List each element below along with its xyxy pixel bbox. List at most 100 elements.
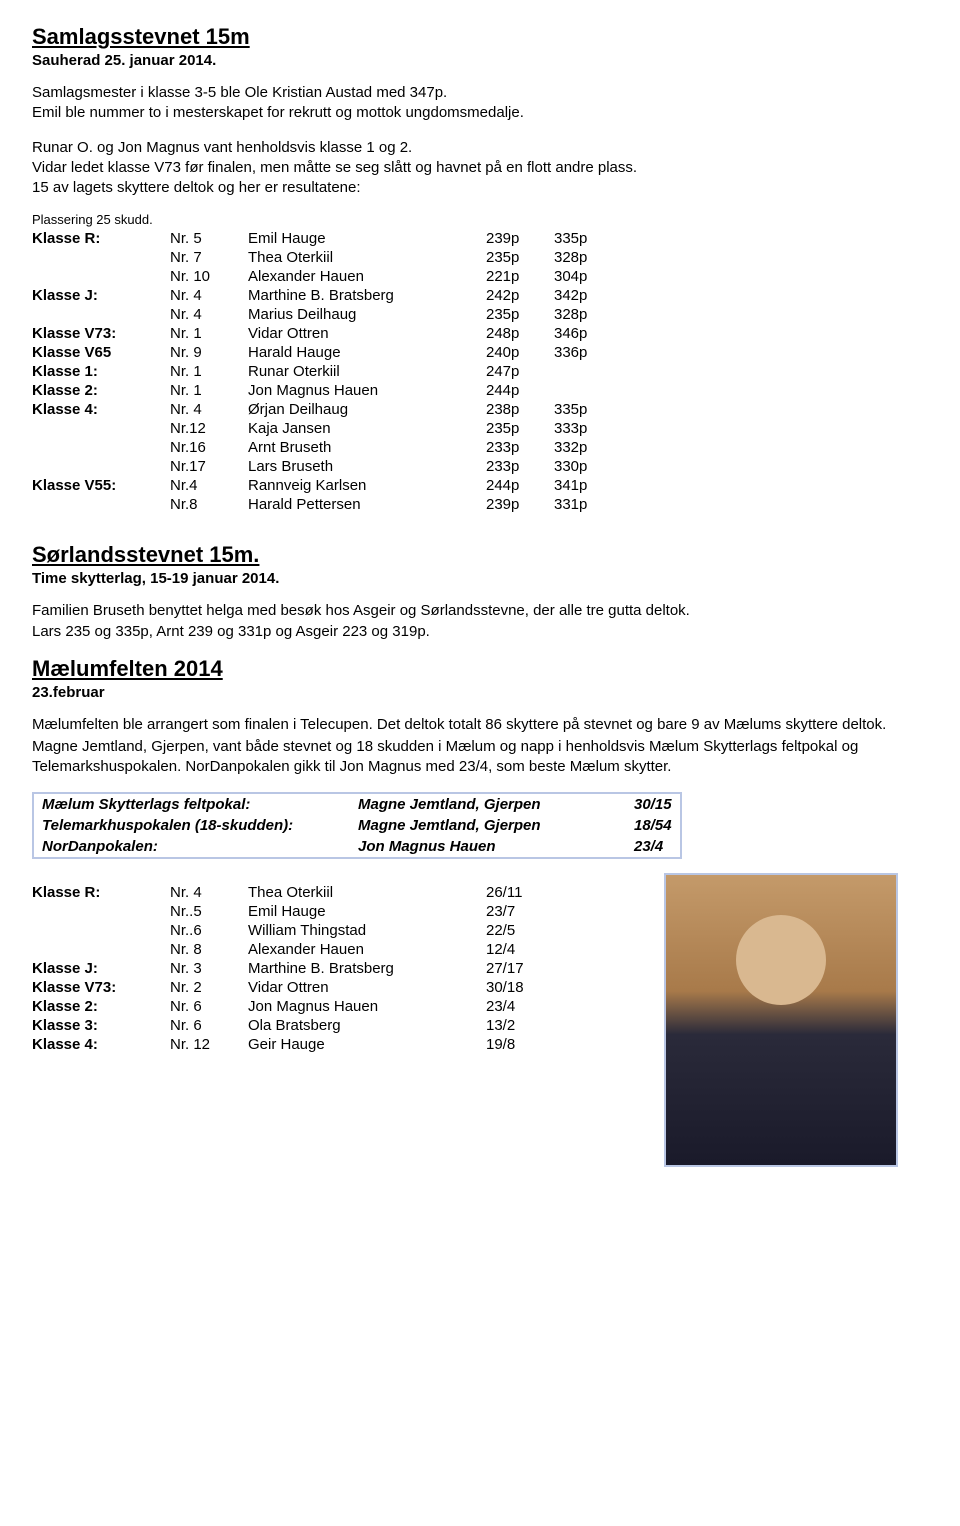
cell-klasse: Klasse 3: — [32, 1016, 170, 1035]
cell-nr: Nr..5 — [170, 902, 248, 921]
table-row: Klasse R:Nr. 5Emil Hauge239p335p — [32, 229, 622, 248]
cell-nr: Nr. 2 — [170, 978, 248, 997]
cell-name: Geir Hauge — [248, 1035, 486, 1054]
cell-score1: 23/7 — [486, 902, 554, 921]
cell-name: Vidar Ottren — [248, 978, 486, 997]
cell-name: Marthine B. Bratsberg — [248, 286, 486, 305]
cell-nr: Nr. 9 — [170, 343, 248, 362]
table-row: Klasse J:Nr. 4Marthine B. Bratsberg242p3… — [32, 286, 622, 305]
cell-klasse: Klasse V73: — [32, 324, 170, 343]
section3-title: Mælumfelten 2014 — [32, 656, 928, 682]
cell-klasse — [32, 495, 170, 514]
table-row: Klasse 2:Nr. 6Jon Magnus Hauen23/4 — [32, 997, 554, 1016]
cell-klasse: Klasse V73: — [32, 978, 170, 997]
cell-nr: Nr.17 — [170, 457, 248, 476]
award-label: Telemarkhuspokalen (18-skudden): — [33, 815, 350, 836]
award-row: NorDanpokalen:Jon Magnus Hauen23/4 — [33, 836, 681, 858]
section3-para1: Mælumfelten ble arrangert som finalen i … — [32, 715, 928, 735]
table-row: Nr.12Kaja Jansen235p333p — [32, 419, 622, 438]
cell-nr: Nr. 1 — [170, 324, 248, 343]
table-row: Klasse 4:Nr. 12Geir Hauge19/8 — [32, 1035, 554, 1054]
section1-para1: Samlagsmester i klasse 3-5 ble Ole Krist… — [32, 83, 928, 124]
section2-title: Sørlandsstevnet 15m. — [32, 542, 928, 568]
cell-klasse — [32, 419, 170, 438]
cell-score1: 235p — [486, 419, 554, 438]
table-row: Klasse J:Nr. 3Marthine B. Bratsberg27/17 — [32, 959, 554, 978]
cell-name: Emil Hauge — [248, 229, 486, 248]
cell-score1: 13/2 — [486, 1016, 554, 1035]
cell-score2: 335p — [554, 400, 622, 419]
cell-score2: 333p — [554, 419, 622, 438]
cell-name: Alexander Hauen — [248, 267, 486, 286]
award-score: 30/15 — [626, 793, 681, 815]
cell-name: Harald Hauge — [248, 343, 486, 362]
cell-klasse: Klasse J: — [32, 286, 170, 305]
cell-nr: Nr. 4 — [170, 286, 248, 305]
section1-title: Samlagsstevnet 15m — [32, 24, 928, 50]
cell-name: Jon Magnus Hauen — [248, 997, 486, 1016]
cell-score1: 247p — [486, 362, 554, 381]
cell-score2: 328p — [554, 305, 622, 324]
cell-nr: Nr. 1 — [170, 362, 248, 381]
cell-score2 — [554, 381, 622, 400]
cell-score1: 248p — [486, 324, 554, 343]
cell-score2: 335p — [554, 229, 622, 248]
cell-klasse: Klasse 1: — [32, 362, 170, 381]
award-label: NorDanpokalen: — [33, 836, 350, 858]
section1-subtitle: Sauherad 25. januar 2014. — [32, 52, 928, 69]
cell-score1: 26/11 — [486, 883, 554, 902]
table-row: Nr.17Lars Bruseth233p330p — [32, 457, 622, 476]
cell-score1: 27/17 — [486, 959, 554, 978]
table-row: Nr. 7Thea Oterkiil235p328p — [32, 248, 622, 267]
cell-name: Arnt Bruseth — [248, 438, 486, 457]
cell-klasse — [32, 305, 170, 324]
cell-name: Lars Bruseth — [248, 457, 486, 476]
cell-nr: Nr. 8 — [170, 940, 248, 959]
cell-klasse: Klasse 4: — [32, 1035, 170, 1054]
cell-score1: 239p — [486, 229, 554, 248]
cell-score1: 238p — [486, 400, 554, 419]
cell-klasse: Klasse R: — [32, 883, 170, 902]
table-row: Klasse 2:Nr. 1Jon Magnus Hauen244p — [32, 381, 622, 400]
cell-score1: 12/4 — [486, 940, 554, 959]
table-row: Klasse 4:Nr. 4Ørjan Deilhaug238p335p — [32, 400, 622, 419]
cell-nr: Nr..6 — [170, 921, 248, 940]
cell-klasse — [32, 438, 170, 457]
cell-score1: 19/8 — [486, 1035, 554, 1054]
cell-score2: 342p — [554, 286, 622, 305]
cell-score2: 328p — [554, 248, 622, 267]
cell-score2: 336p — [554, 343, 622, 362]
cell-name: Thea Oterkiil — [248, 883, 486, 902]
cell-name: Kaja Jansen — [248, 419, 486, 438]
cell-score2: 304p — [554, 267, 622, 286]
cell-score2: 341p — [554, 476, 622, 495]
table-row: Klasse V73:Nr. 1Vidar Ottren248p346p — [32, 324, 622, 343]
cell-nr: Nr. 12 — [170, 1035, 248, 1054]
cell-klasse — [32, 267, 170, 286]
cell-klasse — [32, 902, 170, 921]
table-row: Klasse V65Nr. 9Harald Hauge240p336p — [32, 343, 622, 362]
cell-nr: Nr. 7 — [170, 248, 248, 267]
award-row: Telemarkhuspokalen (18-skudden):Magne Je… — [33, 815, 681, 836]
cell-name: Ola Bratsberg — [248, 1016, 486, 1035]
table-row: Nr. 10Alexander Hauen221p304p — [32, 267, 622, 286]
award-score: 23/4 — [626, 836, 681, 858]
table-row: Nr..5Emil Hauge23/7 — [32, 902, 554, 921]
cell-nr: Nr. 4 — [170, 305, 248, 324]
cell-score1: 242p — [486, 286, 554, 305]
table-row: Nr.8Harald Pettersen239p331p — [32, 495, 622, 514]
cell-klasse: Klasse R: — [32, 229, 170, 248]
table-row: Klasse V55:Nr.4Rannveig Karlsen244p341p — [32, 476, 622, 495]
cell-name: Rannveig Karlsen — [248, 476, 486, 495]
cell-name: Jon Magnus Hauen — [248, 381, 486, 400]
cell-nr: Nr. 5 — [170, 229, 248, 248]
cell-nr: Nr. 4 — [170, 883, 248, 902]
table-row: Nr.16Arnt Bruseth233p332p — [32, 438, 622, 457]
cell-klasse: Klasse 2: — [32, 381, 170, 400]
table-row: Nr. 4Marius Deilhaug235p328p — [32, 305, 622, 324]
table-row: Nr. 8Alexander Hauen12/4 — [32, 940, 554, 959]
cell-name: Harald Pettersen — [248, 495, 486, 514]
award-label: Mælum Skytterlags feltpokal: — [33, 793, 350, 815]
cell-score1: 244p — [486, 476, 554, 495]
cell-name: Ørjan Deilhaug — [248, 400, 486, 419]
